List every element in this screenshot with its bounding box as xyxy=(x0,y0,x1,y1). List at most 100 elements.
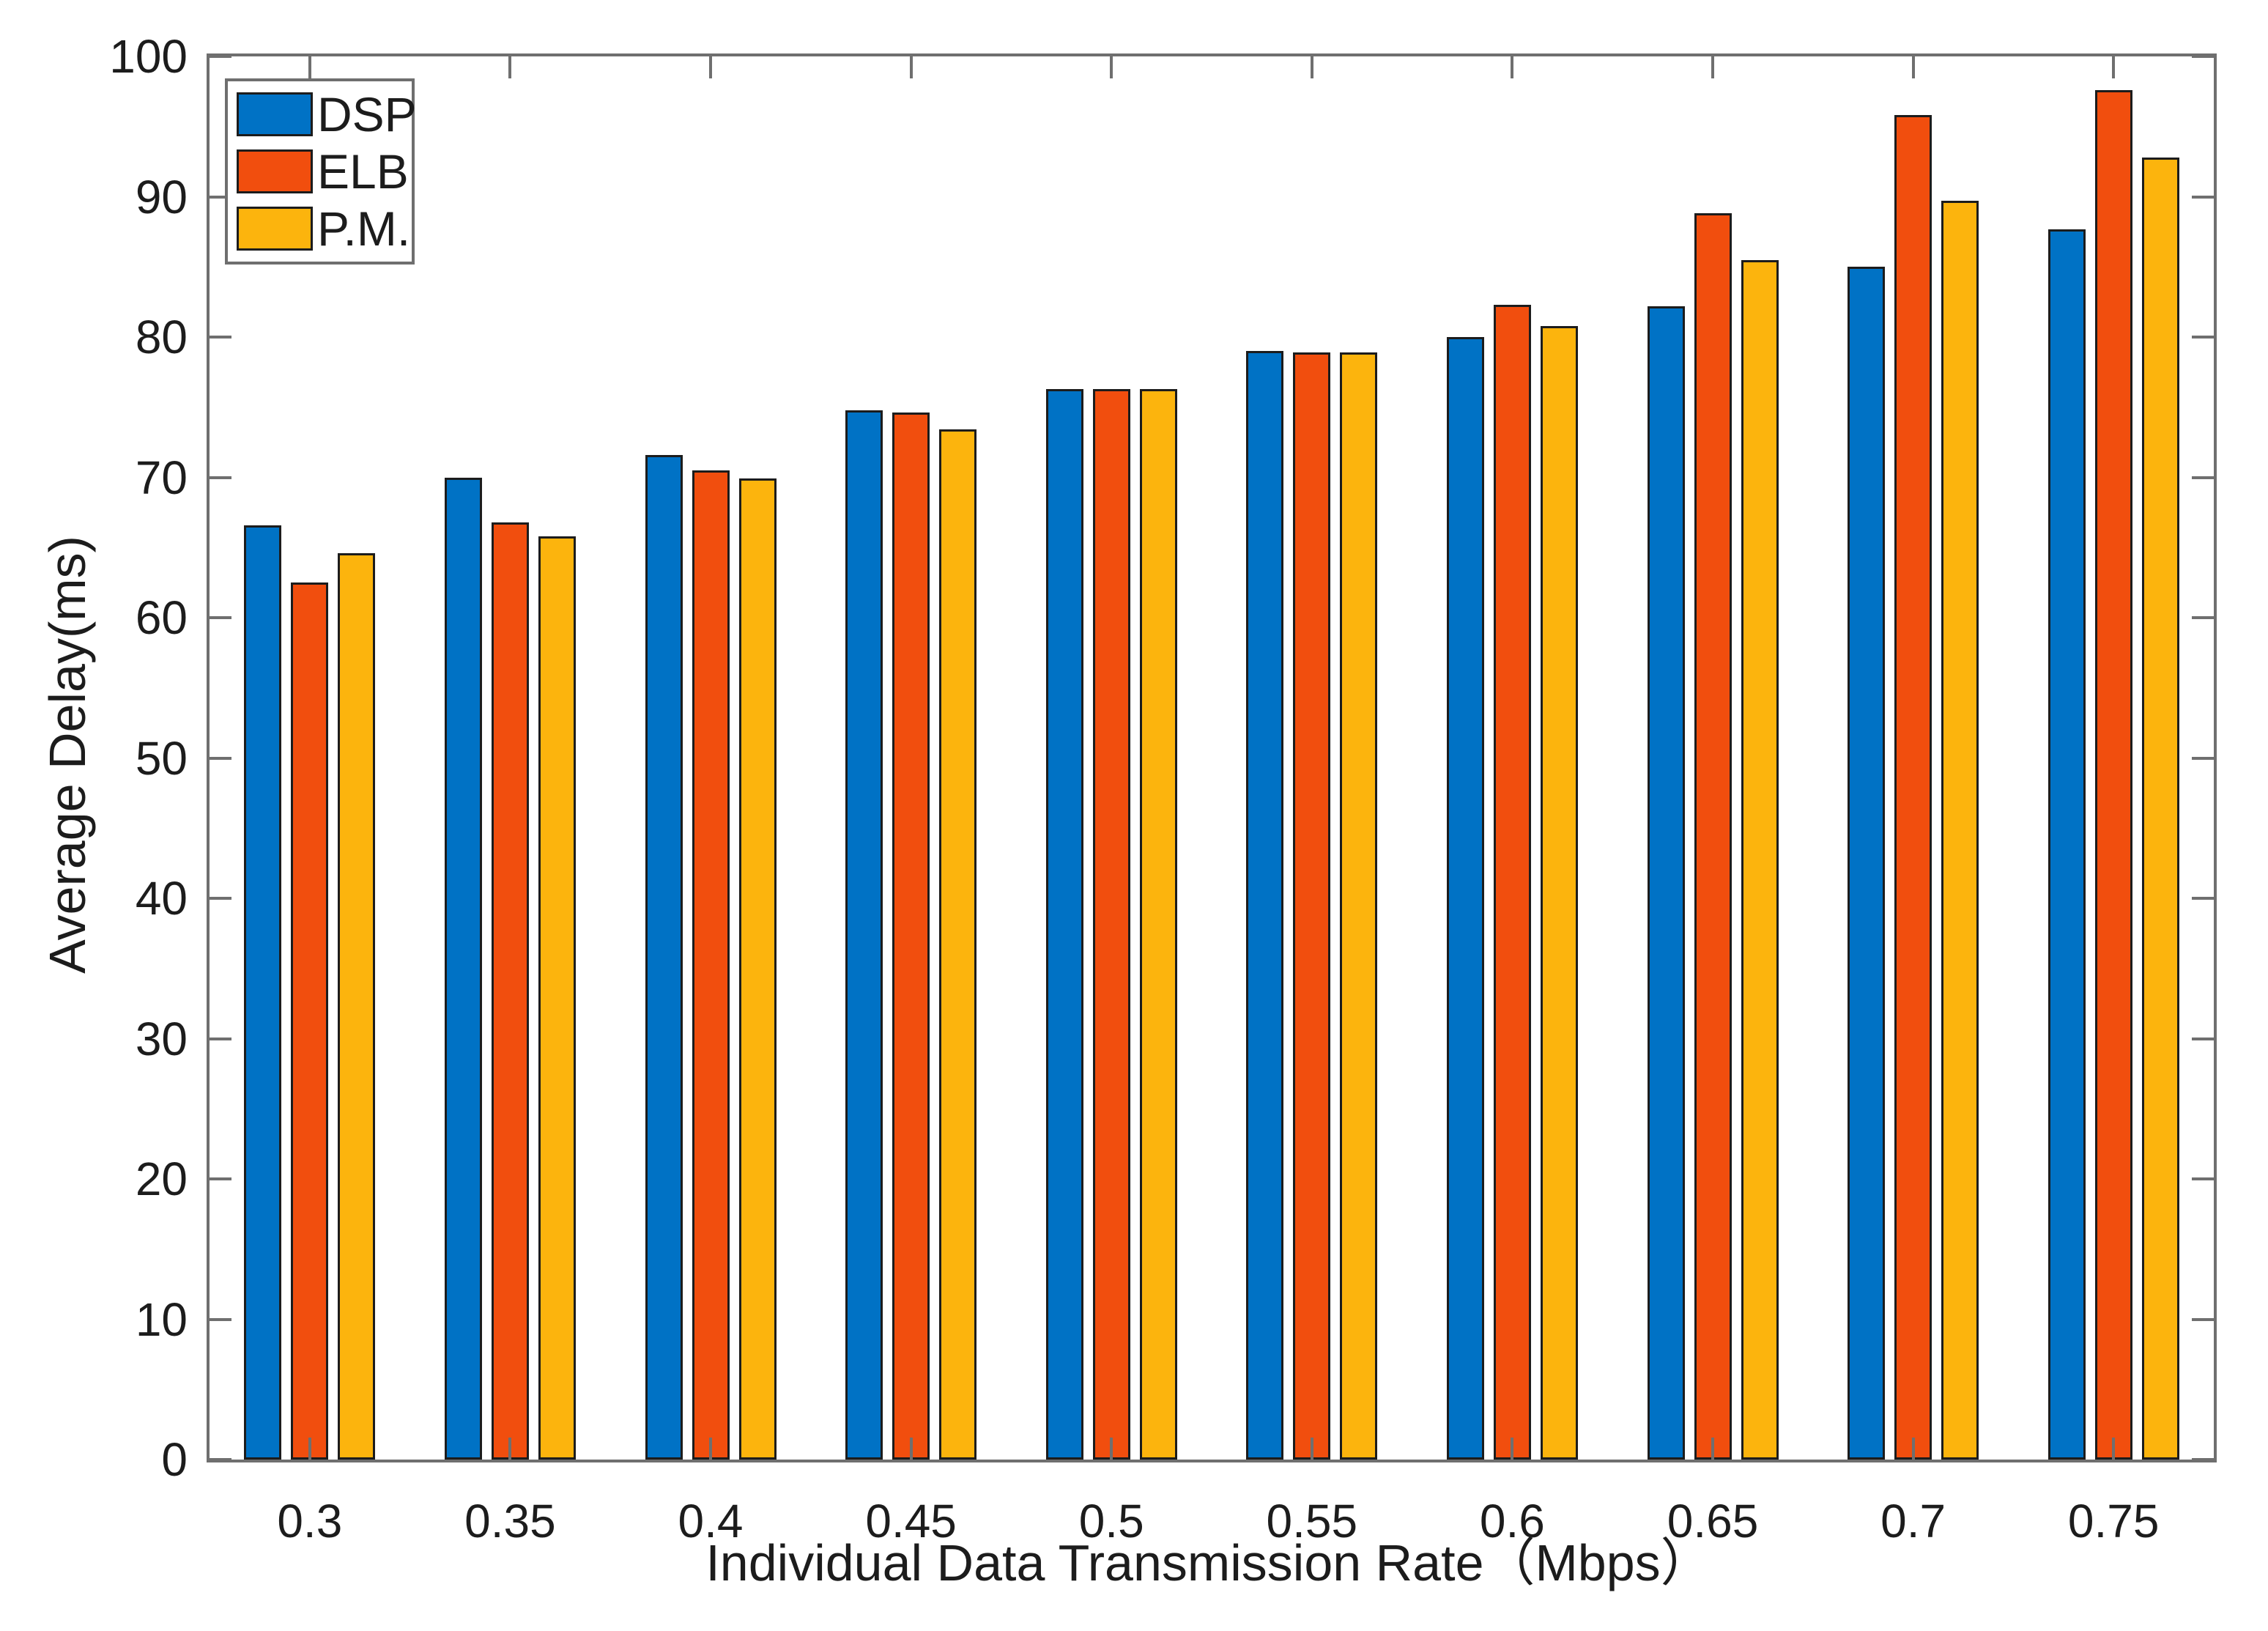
bar-pm-0.3 xyxy=(338,552,376,1460)
x-axis-title: Individual Data Transmission Rate（Mbps） xyxy=(705,1534,1712,1591)
legend-swatch-dsp xyxy=(237,92,313,136)
legend-entry-elb: ELB xyxy=(228,147,412,196)
y-tick-right-10 xyxy=(2192,1317,2214,1321)
y-tick-label-70: 70 xyxy=(135,451,188,504)
x-tick-top-0.55 xyxy=(1310,56,1313,78)
x-tick-label-0.35: 0.35 xyxy=(464,1495,556,1547)
bar-elb-0.55 xyxy=(1293,352,1331,1460)
bar-elb-0.3 xyxy=(291,582,329,1460)
x-tick-label-0.3: 0.3 xyxy=(277,1495,343,1547)
y-tick-label-90: 90 xyxy=(135,170,188,223)
x-tick-bottom-0.35 xyxy=(508,1438,512,1460)
bar-dsp-0.5 xyxy=(1045,388,1083,1460)
bar-pm-0.5 xyxy=(1139,388,1177,1460)
y-tick-left-80 xyxy=(210,336,231,339)
bar-elb-0.65 xyxy=(1694,213,1732,1460)
bar-pm-0.4 xyxy=(738,478,777,1460)
y-tick-right-90 xyxy=(2192,195,2214,199)
bar-elb-0.75 xyxy=(2094,89,2132,1460)
y-tick-label-60: 60 xyxy=(135,591,188,644)
x-tick-top-0.3 xyxy=(308,56,311,78)
y-tick-right-80 xyxy=(2192,336,2214,339)
legend-swatch-elb xyxy=(237,149,313,193)
legend-label-elb: ELB xyxy=(317,144,409,199)
y-tick-left-70 xyxy=(210,476,231,479)
bar-dsp-0.45 xyxy=(845,410,883,1460)
x-tick-bottom-0.45 xyxy=(909,1438,913,1460)
x-tick-bottom-0.6 xyxy=(1511,1438,1514,1460)
x-tick-label-0.75: 0.75 xyxy=(2067,1495,2160,1547)
bar-dsp-0.3 xyxy=(244,525,282,1460)
x-tick-bottom-0.65 xyxy=(1711,1438,1714,1460)
bar-elb-0.6 xyxy=(1493,304,1531,1460)
bar-dsp-0.35 xyxy=(444,477,482,1460)
x-tick-bottom-0.4 xyxy=(709,1438,712,1460)
x-tick-label-0.4: 0.4 xyxy=(678,1495,744,1547)
x-tick-bottom-0.75 xyxy=(2112,1438,2116,1460)
x-tick-label-0.7: 0.7 xyxy=(1880,1495,1946,1547)
y-tick-label-50: 50 xyxy=(135,731,188,785)
legend: DSP ELB P.M. xyxy=(225,78,417,265)
y-tick-left-40 xyxy=(210,897,231,900)
legend-label-dsp: DSP xyxy=(317,87,417,141)
y-tick-left-100 xyxy=(210,55,231,58)
bar-pm-0.6 xyxy=(1540,325,1578,1460)
ticks-layer: 0 10 20 30 40 50 60 70 80 90 100 0.3 0.35 0.4 0.45 0.5 0… xyxy=(109,33,2214,1545)
legend-swatch-pm xyxy=(237,207,313,251)
bar-dsp-0.65 xyxy=(1647,306,1685,1460)
y-tick-label-0: 0 xyxy=(161,1433,188,1486)
y-tick-right-60 xyxy=(2192,616,2214,619)
x-tick-top-0.6 xyxy=(1511,56,1514,78)
bar-dsp-0.55 xyxy=(1246,351,1284,1460)
bar-elb-0.4 xyxy=(692,470,730,1460)
bar-pm-0.65 xyxy=(1741,259,1779,1460)
bar-elb-0.35 xyxy=(491,522,529,1460)
legend-entry-pm: P.M. xyxy=(228,204,412,253)
y-tick-label-30: 30 xyxy=(135,1012,188,1065)
x-tick-label-0.45: 0.45 xyxy=(865,1495,957,1547)
plot-area: 0 10 20 30 40 50 60 70 80 90 100 0.3 0.35 0.4 0.45 0.5 0… xyxy=(109,33,2217,1545)
y-tick-right-40 xyxy=(2192,897,2214,900)
x-tick-bottom-0.55 xyxy=(1310,1438,1313,1460)
y-tick-left-0 xyxy=(210,1458,231,1461)
y-tick-label-80: 80 xyxy=(135,311,188,363)
bar-dsp-0.75 xyxy=(2048,229,2086,1460)
x-tick-label-0.55: 0.55 xyxy=(1266,1495,1358,1547)
y-tick-left-20 xyxy=(210,1177,231,1180)
bar-pm-0.75 xyxy=(2141,157,2179,1460)
x-tick-top-0.75 xyxy=(2112,56,2116,78)
bars-layer xyxy=(210,56,2214,1460)
legend-label-pm: P.M. xyxy=(317,201,411,256)
y-tick-left-30 xyxy=(210,1037,231,1040)
y-tick-right-100 xyxy=(2192,55,2214,58)
x-tick-bottom-0.7 xyxy=(1911,1438,1915,1460)
bar-elb-0.7 xyxy=(1894,115,1932,1460)
bar-pm-0.45 xyxy=(939,429,977,1460)
bar-pm-0.7 xyxy=(1941,201,1979,1460)
x-tick-label-0.65: 0.65 xyxy=(1667,1495,1759,1547)
bar-elb-0.45 xyxy=(892,413,930,1460)
x-tick-top-0.7 xyxy=(1911,56,1915,78)
y-tick-right-50 xyxy=(2192,756,2214,760)
y-tick-left-90 xyxy=(210,195,231,199)
x-tick-top-0.45 xyxy=(909,56,913,78)
x-tick-bottom-0.5 xyxy=(1110,1438,1113,1460)
y-tick-label-20: 20 xyxy=(135,1153,188,1205)
x-tick-label-0.5: 0.5 xyxy=(1078,1495,1144,1547)
bar-dsp-0.4 xyxy=(645,454,683,1460)
y-tick-left-60 xyxy=(210,616,231,619)
y-tick-label-40: 40 xyxy=(135,872,188,925)
bar-pm-0.55 xyxy=(1340,352,1378,1460)
y-tick-right-20 xyxy=(2192,1177,2214,1180)
bar-dsp-0.7 xyxy=(1848,267,1886,1460)
y-tick-label-10: 10 xyxy=(135,1292,188,1346)
y-tick-label-100: 100 xyxy=(109,30,188,83)
x-tick-bottom-0.3 xyxy=(308,1438,311,1460)
x-tick-top-0.35 xyxy=(508,56,512,78)
legend-entry-dsp: DSP xyxy=(228,90,417,138)
bar-pm-0.35 xyxy=(538,536,576,1460)
x-tick-label-0.6: 0.6 xyxy=(1479,1495,1545,1547)
y-tick-right-0 xyxy=(2192,1458,2214,1461)
x-tick-top-0.4 xyxy=(709,56,712,78)
